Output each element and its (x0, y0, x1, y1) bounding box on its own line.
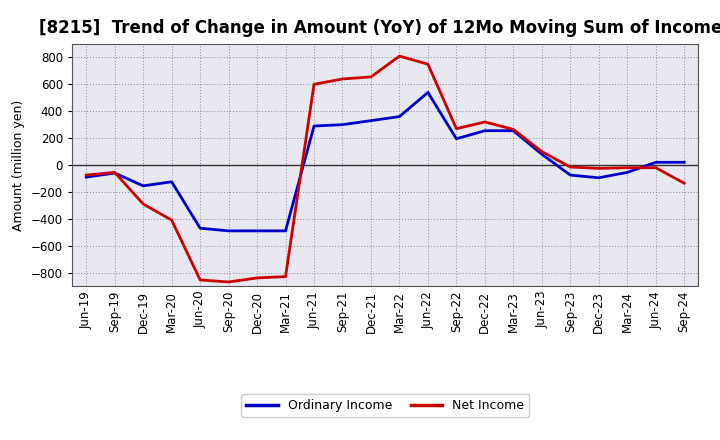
Y-axis label: Amount (million yen): Amount (million yen) (12, 99, 25, 231)
Ordinary Income (338, 122, 347, 127)
Ordinary Income (110, 170, 119, 176)
Net Income (509, 127, 518, 132)
Line: Ordinary Income: Ordinary Income (86, 92, 684, 231)
Ordinary Income (423, 90, 432, 95)
Ordinary Income (595, 175, 603, 180)
Net Income (225, 279, 233, 285)
Net Income (566, 165, 575, 170)
Net Income (452, 126, 461, 131)
Net Income (282, 274, 290, 279)
Net Income (253, 275, 261, 281)
Ordinary Income (395, 114, 404, 119)
Net Income (196, 277, 204, 282)
Net Income (139, 202, 148, 207)
Ordinary Income (82, 175, 91, 180)
Legend: Ordinary Income, Net Income: Ordinary Income, Net Income (241, 394, 529, 417)
Net Income (537, 149, 546, 154)
Ordinary Income (623, 170, 631, 175)
Net Income (480, 119, 489, 125)
Ordinary Income (537, 152, 546, 157)
Ordinary Income (680, 160, 688, 165)
Ordinary Income (310, 123, 318, 128)
Title: [8215]  Trend of Change in Amount (YoY) of 12Mo Moving Sum of Incomes: [8215] Trend of Change in Amount (YoY) o… (39, 19, 720, 37)
Ordinary Income (282, 228, 290, 234)
Net Income (680, 180, 688, 186)
Ordinary Income (167, 179, 176, 184)
Ordinary Income (225, 228, 233, 234)
Ordinary Income (366, 118, 375, 123)
Ordinary Income (480, 128, 489, 133)
Net Income (652, 165, 660, 170)
Net Income (110, 170, 119, 175)
Ordinary Income (509, 128, 518, 133)
Net Income (82, 172, 91, 178)
Ordinary Income (566, 172, 575, 178)
Net Income (310, 82, 318, 87)
Net Income (395, 53, 404, 59)
Net Income (595, 166, 603, 171)
Net Income (167, 217, 176, 223)
Line: Net Income: Net Income (86, 56, 684, 282)
Net Income (423, 62, 432, 67)
Ordinary Income (139, 183, 148, 188)
Ordinary Income (196, 226, 204, 231)
Ordinary Income (652, 160, 660, 165)
Ordinary Income (253, 228, 261, 234)
Ordinary Income (452, 136, 461, 141)
Net Income (623, 165, 631, 170)
Net Income (366, 74, 375, 80)
Net Income (338, 76, 347, 81)
